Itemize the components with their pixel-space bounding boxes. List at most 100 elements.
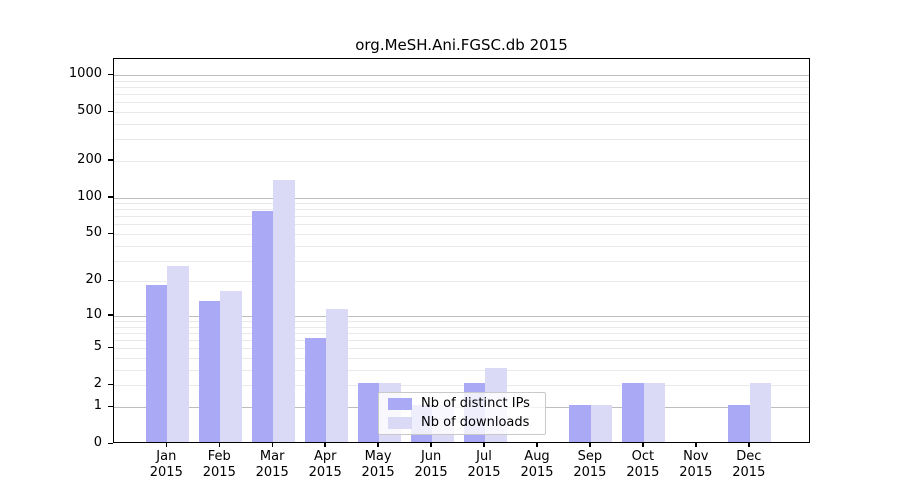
x-tick-mark [377,443,379,447]
y-tick-label: 1 [93,398,102,413]
x-tick-mark [642,443,644,447]
plot-area [113,58,810,443]
year-label: 2015 [149,465,183,480]
year-label: 2015 [202,465,236,480]
month-label: Apr [313,449,337,464]
major-gridline [114,197,809,199]
minor-gridline [114,385,809,387]
minor-gridline [114,281,809,283]
minor-gridline [114,139,809,141]
y-tick-mark [108,196,113,198]
x-tick-label-feb: Feb 2015 [191,449,247,481]
minor-gridline [114,245,809,247]
y-tick-label: 5 [93,339,102,355]
legend-swatch-distinct-ips [388,398,412,410]
year-label: 2015 [414,465,448,480]
x-tick-mark [748,443,750,447]
minor-gridline [114,203,809,205]
y-tick-label: 10 [85,306,102,322]
month-label: Dec [736,449,762,464]
bar-distinct-ips-jan [145,284,168,442]
x-tick-label-may: May 2015 [350,449,406,481]
x-tick-label-aug: Aug 2015 [509,449,565,481]
x-tick-mark [324,443,326,447]
y-tick-label: 2 [93,376,102,392]
x-tick-label-sep: Sep 2015 [562,449,618,481]
minor-gridline [114,348,809,350]
x-tick-mark [695,443,697,447]
y-tick-mark [108,232,113,234]
minor-gridline [114,94,809,95]
minor-gridline [114,370,809,371]
x-tick-label-apr: Apr 2015 [297,449,353,481]
legend-swatch-downloads [388,417,412,429]
x-tick-label-oct: Oct 2015 [615,449,671,481]
x-tick-mark [589,443,591,447]
legend-label-distinct-ips: Nb of distinct IPs [421,396,530,411]
minor-gridline [114,112,809,113]
month-label: Jan [156,449,177,464]
minor-gridline [114,216,809,218]
y-tick-mark [108,442,113,444]
major-gridline [114,75,809,76]
year-label: 2015 [467,465,501,480]
y-tick-label: 200 [77,151,102,167]
year-label: 2015 [361,465,395,480]
y-tick-mark [108,110,113,112]
minor-gridline [114,86,809,88]
x-tick-label-jul: Jul 2015 [456,449,512,481]
y-tick-label: 100 [77,188,102,204]
minor-gridline [114,326,809,328]
year-label: 2015 [732,465,766,480]
year-label: 2015 [679,465,713,480]
y-tick-mark [108,73,113,75]
month-label: Jun [420,449,442,464]
month-label: May [364,449,392,464]
bar-distinct-ips-sep [569,405,591,442]
y-tick-mark [108,159,113,161]
minor-gridline [114,160,809,162]
bar-downloads-dec [749,383,772,442]
bar-distinct-ips-feb [198,301,221,442]
month-label: Oct [631,449,655,464]
bar-downloads-oct [643,383,666,442]
year-label: 2015 [520,465,554,480]
x-tick-label-jun: Jun 2015 [403,449,459,481]
minor-gridline [114,358,809,359]
month-label: Nov [683,449,709,464]
y-tick-mark [108,314,113,316]
legend: Nb of distinct IPs Nb of downloads [378,392,546,435]
major-gridline [114,315,809,317]
bar-downloads-jan [167,266,189,442]
minor-gridline [114,123,809,125]
minor-gridline [114,321,809,322]
x-tick-mark [271,443,273,447]
y-tick-mark [108,346,113,349]
minor-gridline [114,80,809,82]
month-label: Sep [577,449,603,464]
y-tick-label: 50 [85,225,102,240]
legend-item-distinct-ips: Nb of distinct IPs [388,397,545,411]
bar-downloads-sep [590,405,613,442]
bar-distinct-ips-dec [728,405,750,442]
bar-downloads-apr [326,309,348,442]
month-label: Mar [259,449,285,464]
year-label: 2015 [308,465,342,480]
month-label: Aug [524,449,550,464]
x-tick-label-dec: Dec 2015 [721,449,777,481]
minor-gridline [114,102,809,104]
x-tick-mark [536,443,538,447]
bar-distinct-ips-mar [251,210,274,442]
x-tick-mark [430,443,432,447]
y-tick-label: 0 [93,435,102,450]
bar-distinct-ips-apr [304,338,327,442]
y-tick-mark [108,383,113,386]
y-tick-mark [108,405,113,407]
year-label: 2015 [626,465,660,480]
x-tick-mark [483,443,485,447]
month-label: Jul [476,449,492,464]
chart-title: org.MeSH.Ani.FGSC.db 2015 [355,36,568,54]
minor-gridline [114,224,809,226]
minor-gridline [114,234,809,235]
